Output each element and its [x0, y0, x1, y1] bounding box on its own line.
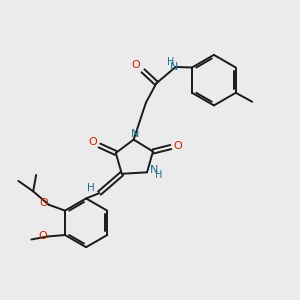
- Text: N: N: [131, 129, 139, 139]
- Text: N: N: [149, 165, 158, 175]
- Text: H: H: [167, 57, 174, 67]
- Text: N: N: [170, 62, 178, 72]
- Text: O: O: [88, 137, 97, 147]
- Text: O: O: [173, 140, 182, 151]
- Text: H: H: [87, 183, 94, 193]
- Text: O: O: [38, 231, 47, 241]
- Text: H: H: [155, 170, 163, 180]
- Text: O: O: [39, 198, 48, 208]
- Text: O: O: [131, 60, 140, 70]
